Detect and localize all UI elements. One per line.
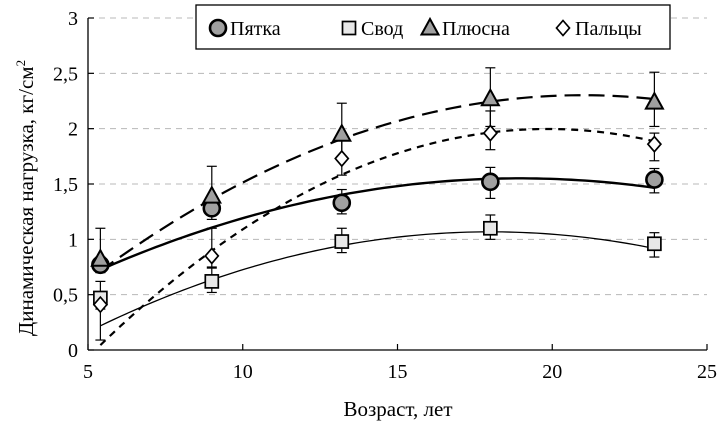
data-point-3-3 bbox=[482, 124, 498, 142]
trend-line-2 bbox=[99, 94, 655, 272]
x-axis-title: Возраст, лет bbox=[343, 397, 452, 421]
data-point-3-0 bbox=[92, 295, 109, 314]
x-tick-label-2: 15 bbox=[388, 361, 408, 383]
legend-label-1: Свод bbox=[361, 18, 403, 40]
trend-line-0 bbox=[99, 177, 655, 271]
trend-line-3 bbox=[99, 127, 655, 346]
legend-item-1: Свод bbox=[341, 18, 403, 40]
data-point-2-4 bbox=[644, 91, 665, 110]
y-axis-title: Динамическая нагрузка, кг/см2 bbox=[13, 60, 38, 336]
data-point-1-1 bbox=[204, 274, 220, 289]
legend-label-2: Плюсна bbox=[442, 18, 510, 40]
legend-marker-3 bbox=[555, 19, 571, 37]
markers bbox=[90, 87, 665, 314]
y-tick-label-0: 0 bbox=[68, 340, 78, 362]
data-point-3-2 bbox=[334, 149, 350, 168]
data-point-1-4 bbox=[647, 236, 662, 252]
data-point-2-3 bbox=[480, 87, 501, 107]
axes bbox=[87, 17, 708, 351]
legend-marker-0 bbox=[208, 18, 228, 38]
legend-label-3: Пальцы bbox=[575, 18, 642, 40]
x-tick-label-0: 5 bbox=[83, 361, 93, 383]
data-point-2-0 bbox=[90, 248, 111, 267]
legend-marker-2 bbox=[419, 16, 441, 36]
tick-labels: 0 0,5 1 1,5 2 2,5 3 5 10 15 20 25 bbox=[53, 8, 717, 383]
data-point-0-2 bbox=[332, 193, 352, 213]
y-tick-label-3: 1,5 bbox=[53, 174, 78, 196]
data-point-2-2 bbox=[331, 123, 352, 142]
y-tick-label-2: 1 bbox=[68, 229, 78, 251]
legend: Пятка Свод Плюсна Пальцы bbox=[195, 4, 671, 50]
y-tick-label-5: 2,5 bbox=[53, 63, 78, 85]
data-point-1-2 bbox=[334, 234, 350, 249]
legend-item-3: Пальцы bbox=[555, 18, 642, 40]
data-point-1-3 bbox=[483, 220, 498, 236]
trend-line-1 bbox=[100, 231, 655, 327]
legend-marker-1 bbox=[341, 20, 357, 36]
y-axis-title-text: Динамическая нагрузка, кг/см bbox=[14, 66, 38, 336]
legend-item-2: Плюсна bbox=[419, 16, 510, 40]
y-axis-title-superscript: 2 bbox=[13, 60, 28, 67]
legend-items: Пятка Свод Плюсна Пальцы bbox=[208, 16, 642, 40]
data-point-3-4 bbox=[646, 135, 663, 153]
legend-label-0: Пятка bbox=[230, 18, 281, 40]
y-tick-label-4: 2 bbox=[68, 119, 78, 141]
x-tick-label-3: 20 bbox=[542, 361, 562, 383]
error-bars bbox=[95, 67, 660, 341]
y-tick-label-6: 3 bbox=[68, 8, 78, 30]
grid-layer bbox=[88, 17, 707, 296]
data-point-0-3 bbox=[481, 172, 500, 192]
trend-layer bbox=[99, 94, 655, 346]
data-point-2-1 bbox=[201, 185, 222, 204]
y-tick-label-1: 0,5 bbox=[53, 285, 78, 307]
x-tick-label-4: 25 bbox=[697, 361, 717, 383]
data-point-3-1 bbox=[204, 247, 220, 265]
legend-item-0: Пятка bbox=[208, 18, 281, 40]
x-tick-label-1: 10 bbox=[233, 361, 253, 383]
data-point-0-4 bbox=[645, 170, 664, 189]
y-axis-title-group: Динамическая нагрузка, кг/см2 bbox=[13, 60, 38, 336]
